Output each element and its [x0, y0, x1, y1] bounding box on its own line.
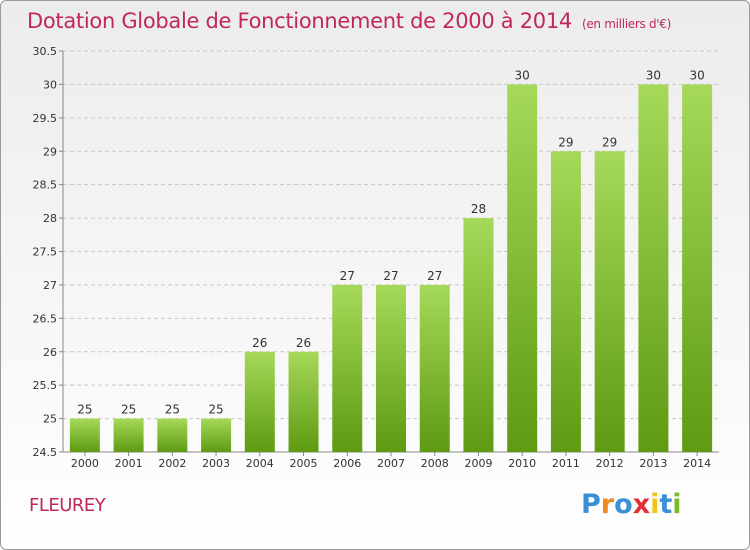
- x-tick-label: 2008: [421, 457, 449, 470]
- x-tick-label: 2004: [246, 457, 274, 470]
- bar-2007: [376, 284, 406, 452]
- y-tick-label: 26.5: [33, 312, 58, 325]
- bar-2001: [113, 418, 144, 452]
- y-tick-label: 28.5: [33, 179, 58, 192]
- value-label: 25: [121, 403, 136, 417]
- y-tick-label: 30.5: [33, 45, 58, 58]
- bar-2008: [419, 284, 450, 452]
- x-tick-label: 2003: [202, 457, 230, 470]
- value-label: 29: [602, 135, 617, 149]
- y-tick-label: 29: [43, 145, 57, 158]
- logo-letter: r: [600, 489, 615, 520]
- x-tick-label: 2014: [683, 457, 711, 470]
- bar-2002: [157, 418, 188, 452]
- chart-subtitle: (en milliers d'€): [581, 17, 671, 31]
- logo-letter: i: [672, 489, 682, 520]
- bar-2005: [288, 351, 319, 452]
- value-label: 25: [165, 403, 180, 417]
- value-label: 30: [689, 68, 704, 82]
- x-tick-label: 2012: [596, 457, 624, 470]
- x-tick-label: 2011: [552, 457, 580, 470]
- logo-letter: o: [614, 489, 633, 520]
- bar-2009: [463, 218, 494, 452]
- value-label: 25: [208, 403, 223, 417]
- bar-2013: [638, 84, 669, 453]
- bar-2014: [682, 84, 713, 453]
- x-tick-label: 2013: [639, 457, 667, 470]
- y-tick-label: 26: [43, 346, 57, 359]
- bar-2010: [507, 84, 538, 453]
- x-tick-label: 2007: [377, 457, 405, 470]
- x-tick-label: 2009: [464, 457, 492, 470]
- bar-2006: [332, 284, 363, 452]
- logo-letter: i: [650, 489, 660, 520]
- x-tick-label: 2006: [333, 457, 361, 470]
- logo-letter: x: [632, 489, 651, 520]
- bar-2003: [201, 418, 232, 452]
- x-tick-label: 2005: [290, 457, 318, 470]
- x-tick-label: 2010: [508, 457, 536, 470]
- bars: [69, 84, 713, 453]
- commune-name: FLEUREY: [29, 495, 106, 516]
- y-tick-label: 28: [43, 212, 57, 225]
- y-tick-label: 29.5: [33, 112, 58, 125]
- y-tick-label: 25: [43, 413, 57, 426]
- value-label: 27: [427, 269, 442, 283]
- x-tick-label: 2001: [115, 457, 143, 470]
- y-tick-label: 27: [43, 279, 57, 292]
- value-label: 26: [252, 336, 267, 350]
- value-label: 26: [296, 336, 311, 350]
- y-tick-label: 24.5: [33, 446, 58, 459]
- chart-title: Dotation Globale de Fonctionnement de 20…: [27, 9, 671, 33]
- value-label: 29: [558, 135, 573, 149]
- bar-2011: [550, 151, 581, 452]
- bar-2000: [69, 418, 100, 452]
- labels: 24.5 25 25.5 26 26.5 27 27.5 28 28.5 29 29.5 30 30.5…: [33, 45, 712, 470]
- logo-letter: P: [581, 489, 601, 520]
- logo-letter: t: [659, 489, 673, 520]
- value-label: 30: [646, 68, 661, 82]
- y-tick-label: 25.5: [33, 379, 58, 392]
- bar-2012: [594, 151, 625, 452]
- value-label: 28: [471, 202, 486, 216]
- value-label: 30: [515, 68, 530, 82]
- proxiti-logo: Proxiti: [581, 489, 682, 520]
- value-label: 27: [340, 269, 355, 283]
- bar-2004: [244, 351, 275, 452]
- y-tick-label: 27.5: [33, 246, 58, 259]
- y-tick-label: 30: [43, 78, 57, 91]
- x-tick-label: 2000: [71, 457, 99, 470]
- value-label: 27: [383, 269, 398, 283]
- chart-title-text: Dotation Globale de Fonctionnement de 20…: [27, 9, 572, 33]
- value-label: 25: [77, 403, 92, 417]
- x-tick-label: 2002: [158, 457, 186, 470]
